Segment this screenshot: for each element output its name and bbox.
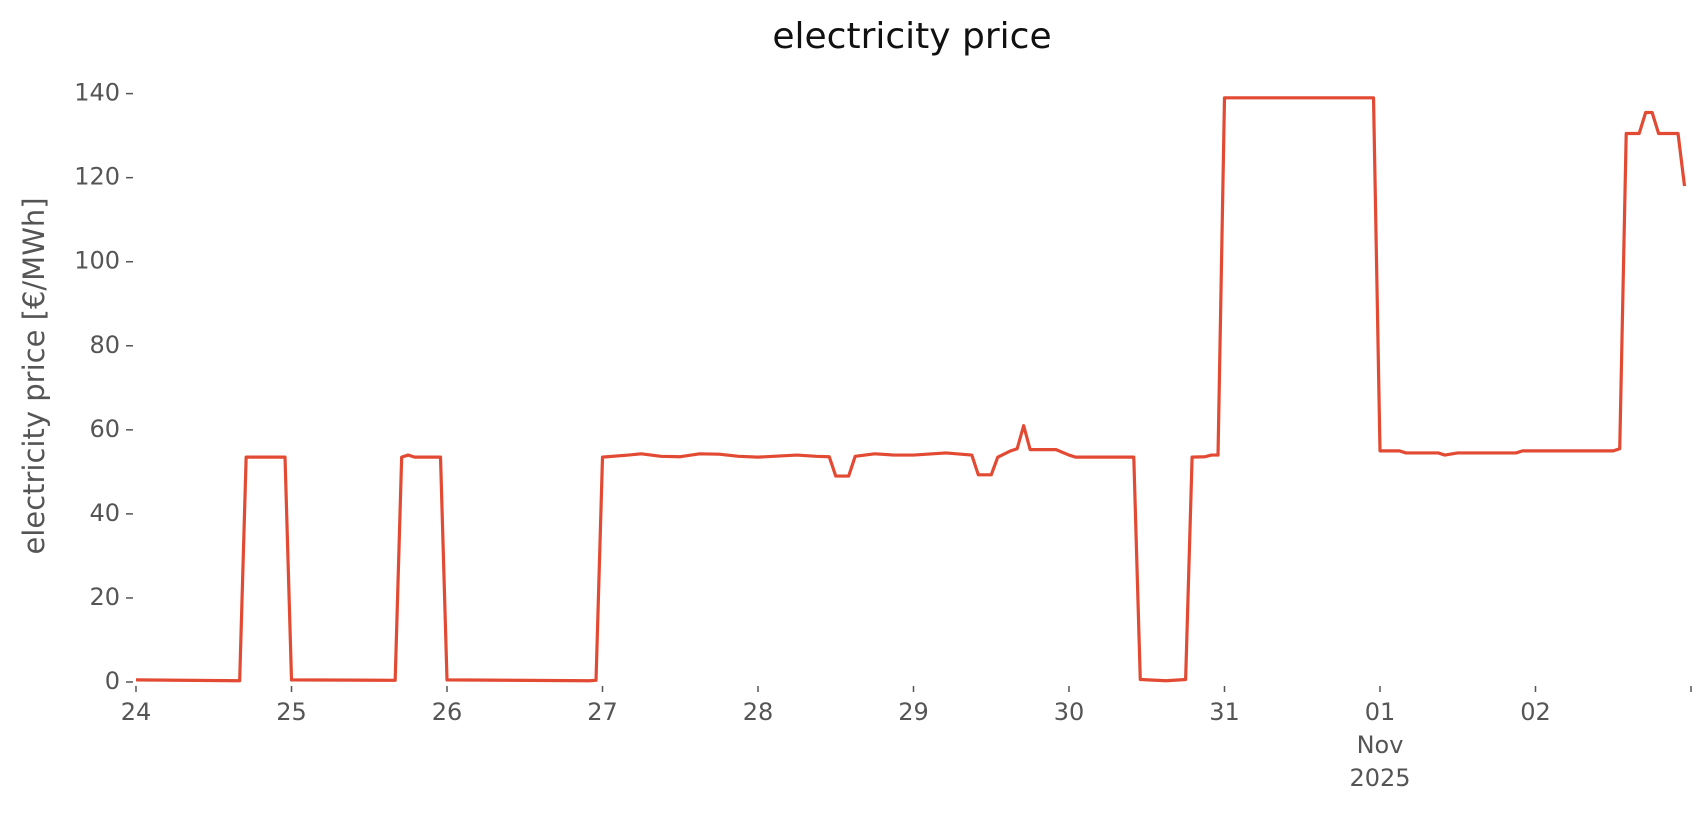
y-tick-label: 40	[89, 499, 120, 527]
y-tick-label: 100	[74, 247, 120, 275]
y-axis-label: electricity price [€/MWh]	[17, 197, 51, 554]
x-tick-label: 25	[276, 698, 307, 726]
x-tick-label: 24	[120, 698, 152, 726]
chart-title: electricity price	[772, 16, 1051, 57]
x-tick-label: 01 Nov 2025	[1349, 698, 1411, 792]
x-tick-label: 30	[1053, 698, 1085, 726]
x-tick-label: 29	[898, 698, 929, 726]
x-tick-label: 28	[742, 698, 774, 726]
y-tick-label: 120	[74, 163, 120, 191]
y-tick-label: 0	[105, 667, 120, 695]
y-tick-label: 20	[89, 583, 120, 611]
y-tick-label: 140	[74, 79, 120, 107]
y-tick-label: 80	[89, 331, 120, 359]
line-series	[135, 96, 1687, 683]
y-tick-label: 60	[89, 415, 120, 443]
x-tick-label: 31	[1209, 698, 1240, 726]
x-tick-label: 02	[1520, 698, 1551, 726]
x-tick-label: 26	[431, 698, 463, 726]
x-tick-label: 27	[587, 698, 618, 726]
